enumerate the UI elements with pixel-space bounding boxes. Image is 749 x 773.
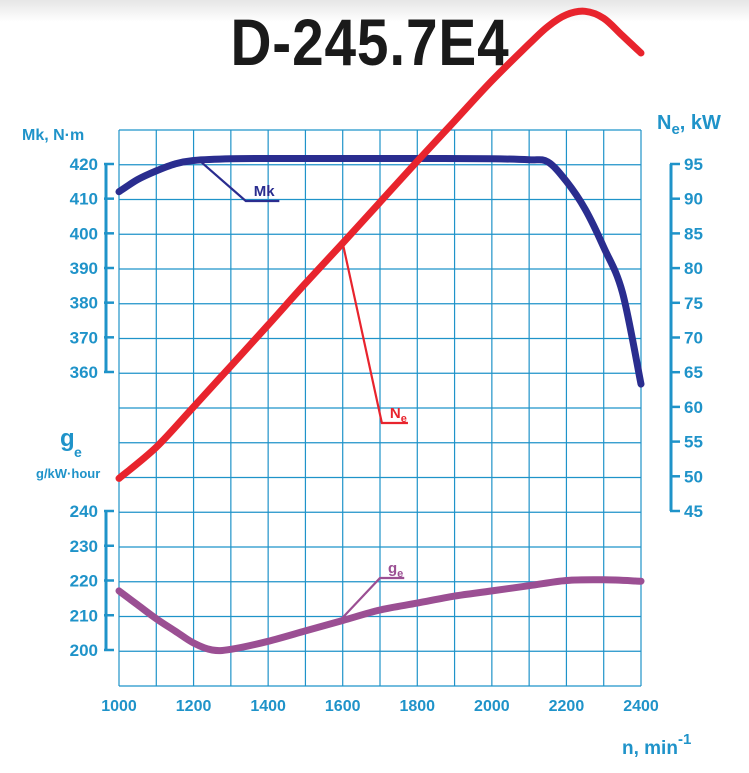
curve-label-g-sub: e — [397, 568, 403, 580]
power-tick-label: 60 — [684, 398, 703, 417]
tick-labels: 420 410 400 390 380 370 360 240 230 220 210 200 95 90… — [70, 155, 703, 715]
power-tick-label: 90 — [684, 190, 703, 209]
torque-tick-label: 380 — [70, 294, 98, 313]
x-tick-label: 1800 — [399, 698, 435, 715]
power-tick-label: 50 — [684, 467, 703, 486]
curve-label-mk-main: Mk — [254, 183, 275, 200]
consumption-tick-label: 240 — [70, 502, 98, 521]
consumption-axis-unit: g/kW·hour — [36, 466, 100, 481]
chart-title: D-245.7E4 — [230, 5, 510, 79]
torque-axis-label: Mk, N·m — [22, 127, 84, 144]
torque-tick-label: 390 — [70, 259, 98, 278]
leader-mk — [198, 159, 280, 203]
power-tick-label: 85 — [684, 224, 703, 243]
power-tick-label: 45 — [684, 502, 703, 521]
torque-tick-label: 410 — [70, 190, 98, 209]
x-tick-label: 1200 — [176, 698, 212, 715]
x-axis-label-main: n, min — [622, 738, 678, 759]
axes: Mk, N·m Ne, kW g e g/kW·hour n, min-1 — [22, 112, 721, 759]
series-g-line — [115, 576, 645, 655]
power-axis-label-unit: , kW — [680, 112, 721, 134]
x-axis-label-exp: -1 — [678, 731, 691, 748]
power-axis-label-main: N — [657, 112, 671, 134]
consumption-axis-symbol-sub: e — [74, 444, 82, 460]
power-tick-label: 75 — [684, 294, 703, 313]
consumption-tick-label: 200 — [70, 641, 98, 660]
curve-label-n: Ne — [390, 405, 407, 425]
power-tick-label: 55 — [684, 433, 703, 452]
series — [115, 7, 645, 655]
curve-label-n-sub: e — [401, 413, 407, 425]
x-axis-label: n, min-1 — [622, 731, 691, 759]
x-tick-label: 2400 — [623, 698, 659, 715]
grid — [118, 129, 642, 687]
curve-label-mk: Mk — [254, 183, 275, 200]
power-tick-label: 65 — [684, 363, 703, 382]
x-tick-label: 1600 — [325, 698, 361, 715]
consumption-tick-label: 230 — [70, 537, 98, 556]
x-tick-label: 2200 — [549, 698, 585, 715]
torque-tick-label: 400 — [70, 224, 98, 243]
leader-g — [338, 576, 405, 623]
curve-label-n-main: N — [390, 405, 401, 422]
consumption-axis-symbol: g — [60, 425, 75, 452]
leader-n — [341, 242, 408, 425]
power-axis-label-sub: e — [671, 121, 679, 138]
x-tick-label: 2000 — [474, 698, 510, 715]
torque-tick-label: 420 — [70, 155, 98, 174]
consumption-tick-label: 220 — [70, 572, 98, 591]
torque-tick-label: 370 — [70, 328, 98, 347]
power-axis-label: Ne, kW — [657, 112, 721, 138]
curve-label-g-main: g — [388, 560, 397, 577]
x-tick-label: 1400 — [250, 698, 286, 715]
power-tick-label: 95 — [684, 155, 703, 174]
power-tick-label: 80 — [684, 259, 703, 278]
power-tick-label: 70 — [684, 329, 703, 348]
torque-tick-label: 360 — [70, 363, 98, 382]
consumption-tick-label: 210 — [70, 606, 98, 625]
series-n-line — [115, 7, 645, 482]
x-tick-label: 1000 — [101, 698, 137, 715]
curve-label-g: ge — [388, 560, 403, 580]
